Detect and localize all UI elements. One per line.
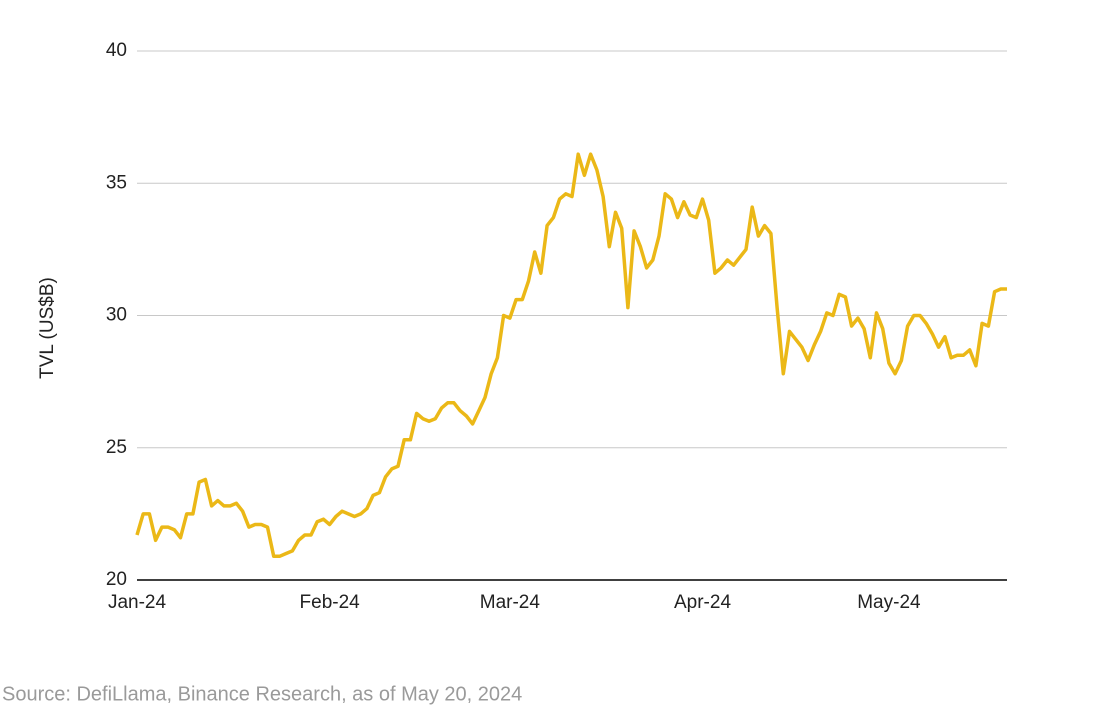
source-note: Source: DefiLlama, Binance Research, as … — [2, 683, 522, 705]
y-axis-label: TVL (US$B) — [37, 277, 58, 379]
x-tick-label: Jan-24 — [108, 592, 167, 613]
y-tick-label: 35 — [106, 172, 127, 193]
x-tick-label: Mar-24 — [480, 592, 541, 613]
y-tick-label: 25 — [106, 437, 127, 458]
x-tick-label: Apr-24 — [674, 592, 731, 613]
y-tick-label: 40 — [106, 40, 127, 61]
data-line — [135, 152, 1007, 558]
x-tick-label: Feb-24 — [300, 592, 361, 613]
y-tick-label: 20 — [106, 569, 127, 590]
y-tick-label: 30 — [106, 305, 127, 326]
x-tick-label: May-24 — [857, 592, 921, 613]
